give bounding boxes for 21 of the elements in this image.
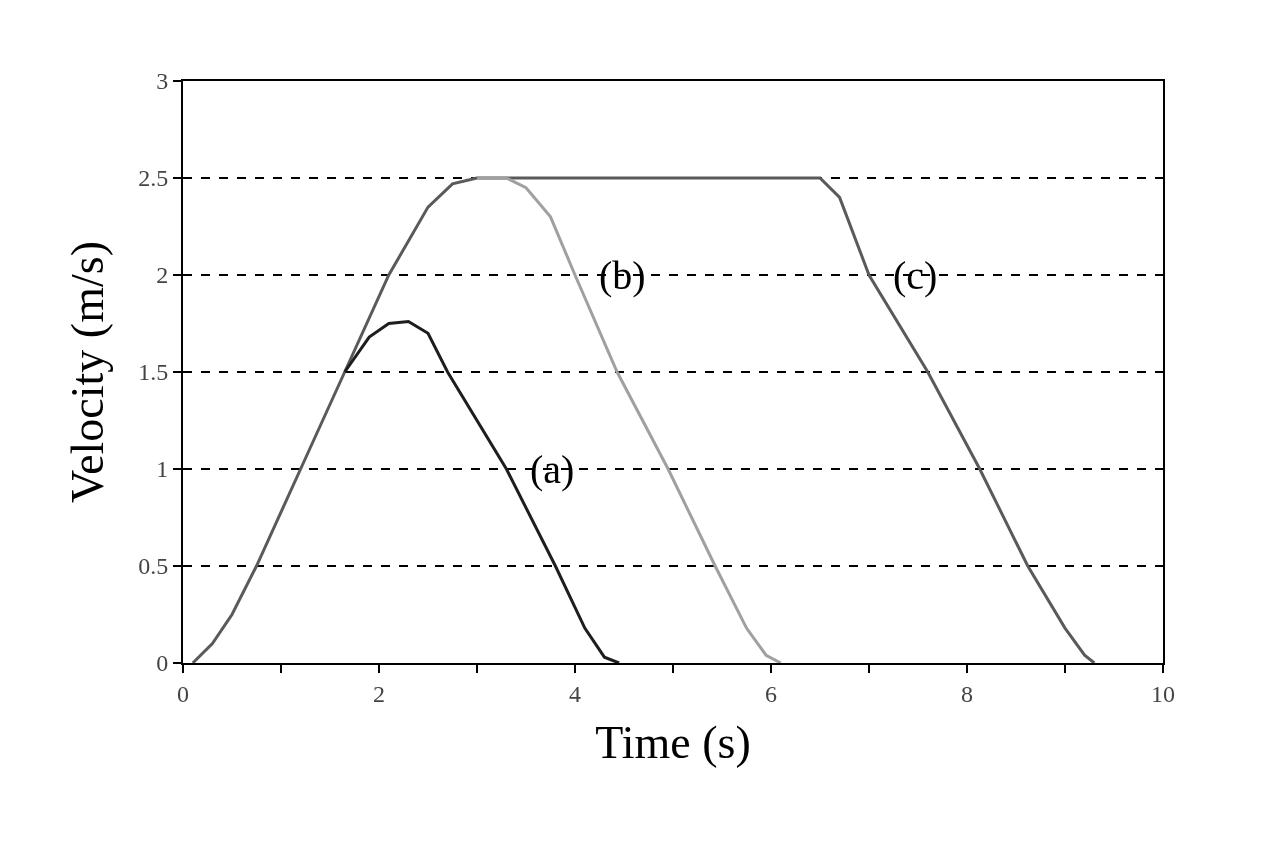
y-tick-label: 2.5 [138, 165, 169, 192]
series-label: (a) [530, 447, 575, 492]
series-label: (c) [893, 253, 938, 298]
x-tick-label: 2 [373, 680, 385, 707]
x-axis-title: Time (s) [595, 717, 751, 768]
y-tick-label: 2 [156, 262, 169, 289]
y-tick-label: 1.5 [138, 359, 169, 386]
x-tick-label: 0 [177, 680, 189, 707]
series-label: (b) [599, 253, 646, 298]
line-series [191, 176, 1096, 663]
x-tick-label: 4 [569, 680, 581, 707]
y-tick-label: 1 [156, 456, 169, 483]
line-series [343, 320, 621, 663]
x-tick-label: 10 [1151, 680, 1175, 707]
line-series [475, 176, 783, 663]
x-tick-label: 6 [765, 680, 777, 707]
y-tick-label: 3 [156, 68, 169, 95]
x-tick-label: 8 [961, 680, 973, 707]
y-tick-label: 0.5 [138, 553, 169, 580]
y-tick-label: 0 [156, 650, 169, 677]
y-axis-title: Velocity (m/s) [62, 241, 114, 503]
